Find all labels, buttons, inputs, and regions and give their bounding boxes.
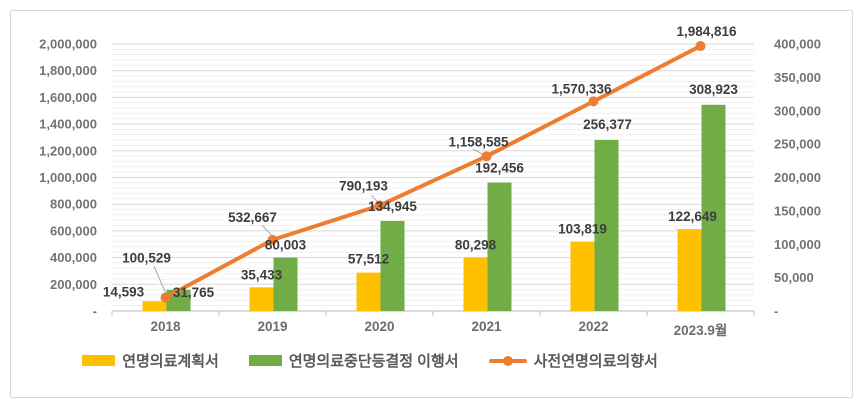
- left-axis-tick-label: 2,000,000: [39, 37, 97, 52]
- label-leader-line: [370, 194, 379, 203]
- bar-green-2020: [380, 220, 405, 311]
- data-label: 256,377: [583, 117, 632, 132]
- left-axis-tick-label: 200,000: [50, 277, 97, 292]
- data-label: 308,923: [689, 82, 738, 97]
- line-marker-2018: [160, 292, 171, 303]
- data-label: 1,984,816: [676, 24, 737, 39]
- x-axis-category-label: 2020: [364, 319, 394, 334]
- data-label: 192,456: [475, 161, 524, 176]
- right-axis-tick-label: 300,000: [774, 103, 821, 118]
- bar-green-2021: [487, 182, 512, 311]
- label-leader-line: [261, 224, 273, 237]
- data-label: 1,158,585: [448, 134, 509, 149]
- data-label: 80,003: [265, 238, 307, 253]
- legend-swatch-yellow-bar: [82, 355, 116, 366]
- data-label: 35,433: [241, 267, 283, 282]
- left-axis-tick-label: 1,600,000: [39, 90, 97, 105]
- x-axis-category-label: 2021: [471, 319, 502, 334]
- x-axis-category-label: 2019: [257, 319, 287, 334]
- bar-green-2019: [273, 257, 298, 311]
- legend-label-advance-directive: 사전연명의료의향서: [533, 353, 658, 370]
- bar-green-2022: [594, 139, 619, 311]
- left-axis-tick-label: 1,400,000: [39, 117, 97, 132]
- left-axis-tick-label: 1,200,000: [39, 143, 97, 158]
- line-marker-2020: [374, 200, 385, 211]
- right-axis-tick-label: 350,000: [774, 70, 821, 85]
- chart-legend: 연명의료계획서 연명의료중단등결정 이행서 사전연명의료의향서: [0, 350, 740, 371]
- left-axis-tick-label: 800,000: [50, 197, 97, 212]
- legend-label-plan-doc: 연명의료계획서: [122, 353, 219, 370]
- right-axis-tick-label: 400,000: [774, 37, 821, 52]
- legend-label-discontinue-doc: 연명의료중단등결정 이행서: [288, 353, 459, 370]
- bar-yellow-2020: [356, 272, 381, 311]
- line-marker-2023.9월: [695, 41, 706, 52]
- bar-yellow-2018: [142, 301, 167, 311]
- data-label: 103,819: [558, 222, 607, 237]
- right-axis-tick-label: -: [774, 304, 778, 319]
- x-axis-category-label: 2018: [150, 319, 181, 334]
- data-label: 532,667: [228, 210, 277, 225]
- left-axis-tick-label: 600,000: [50, 223, 97, 238]
- line-marker-2019: [267, 234, 278, 245]
- right-axis-tick-label: 200,000: [774, 170, 821, 185]
- left-axis-tick-label: 400,000: [50, 250, 97, 265]
- bar-green-2023.9월: [701, 104, 726, 311]
- data-label: 80,298: [455, 237, 497, 252]
- line-series: [163, 44, 703, 300]
- data-label: 14,593: [103, 284, 145, 299]
- bar-yellow-2023.9월: [677, 229, 702, 311]
- left-axis-tick-label: 1,000,000: [39, 170, 97, 185]
- legend-item-advance-directive: 사전연명의료의향서: [488, 350, 658, 371]
- data-label: 31,765: [173, 285, 215, 300]
- data-label: 1,570,336: [551, 81, 612, 96]
- data-label: 57,512: [348, 252, 389, 267]
- bar-yellow-2019: [249, 287, 274, 311]
- data-label: 134,945: [368, 199, 417, 214]
- legend-line-marker-icon: [488, 355, 527, 367]
- right-axis-tick-label: 150,000: [774, 203, 821, 218]
- data-label: 122,649: [668, 209, 717, 224]
- x-axis-category-label: 2022: [578, 319, 608, 334]
- line-marker-2021: [481, 151, 492, 162]
- data-label: 100,529: [122, 251, 171, 266]
- data-label: 790,193: [339, 179, 388, 194]
- line-marker-2022: [588, 96, 599, 107]
- legend-item-plan-doc: 연명의료계획서: [82, 350, 219, 371]
- left-axis-tick-label: -: [93, 304, 97, 319]
- legend-swatch-green-bar: [248, 355, 282, 366]
- bar-yellow-2022: [570, 241, 595, 311]
- right-axis-tick-label: 250,000: [774, 137, 821, 152]
- right-axis-tick-label: 50,000: [774, 270, 814, 285]
- right-axis-tick-label: 100,000: [774, 237, 821, 252]
- left-axis-tick-label: 1,800,000: [39, 63, 97, 78]
- legend-dot-icon: [502, 355, 513, 366]
- x-axis-category-label: 2023.9월: [674, 322, 728, 338]
- bar-yellow-2021: [463, 257, 488, 311]
- label-leader-line: [153, 265, 167, 295]
- legend-item-discontinue-doc: 연명의료중단등결정 이행서: [248, 350, 459, 371]
